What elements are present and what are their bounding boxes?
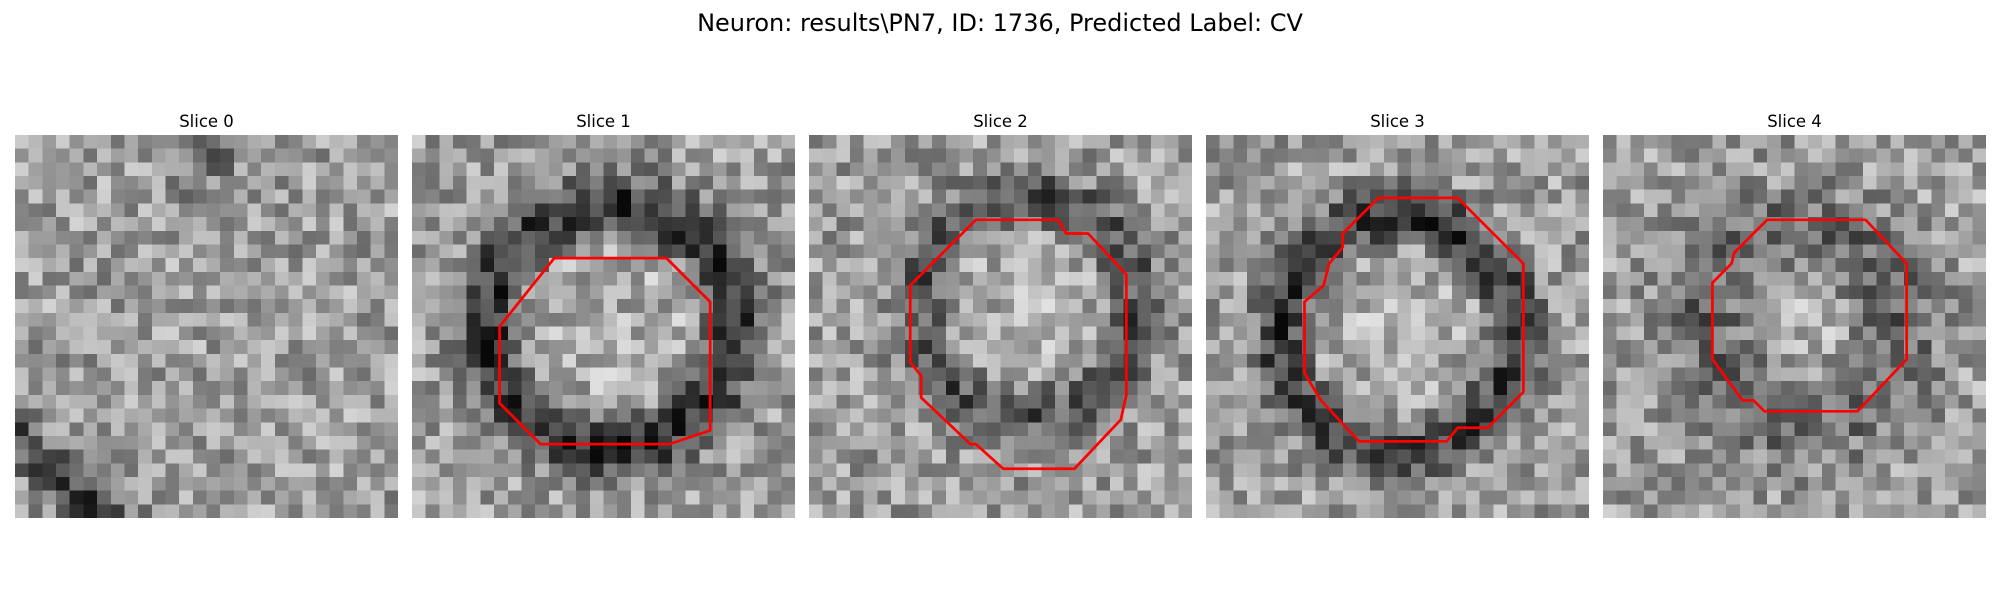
slice-image-4: [1603, 135, 1986, 518]
slice-image-1: [412, 135, 795, 518]
slice-image-2: [809, 135, 1192, 518]
slice-image-3: [1206, 135, 1589, 518]
slice-title: Slice 4: [1767, 112, 1822, 131]
segmentation-contour: [1303, 196, 1525, 443]
slice-title: Slice 0: [179, 112, 234, 131]
slice-title: Slice 1: [576, 112, 631, 131]
slice-panel-0: Slice 0: [15, 112, 398, 518]
slice-image-0: [15, 135, 398, 518]
segmentation-contour: [1711, 218, 1909, 413]
slice-panel-2: Slice 2: [809, 112, 1192, 518]
slice-title: Slice 2: [973, 112, 1028, 131]
slice-panel-1: Slice 1: [412, 112, 795, 518]
slice-panel-4: Slice 4: [1603, 112, 1986, 518]
slice-title: Slice 3: [1370, 112, 1425, 131]
slice-panel-3: Slice 3: [1206, 112, 1589, 518]
figure-title: Neuron: results\PN7, ID: 1736, Predicted…: [697, 9, 1303, 37]
segmentation-contour: [908, 218, 1128, 471]
segmentation-contour: [498, 256, 712, 446]
